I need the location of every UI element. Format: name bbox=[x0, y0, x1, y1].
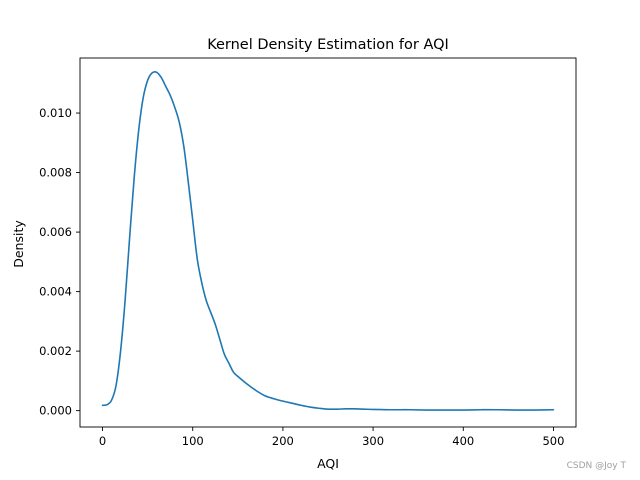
y-tick-label: 0.010 bbox=[39, 106, 72, 120]
y-axis-label: Density bbox=[11, 220, 26, 268]
x-tick-label: 400 bbox=[452, 434, 474, 448]
watermark: CSDN @Joy T bbox=[566, 461, 626, 471]
chart-title: Kernel Density Estimation for AQI bbox=[207, 37, 449, 53]
plot-area: 0 100 200 300 400 500 0.000 0.002 0.004 0.006 0.00… bbox=[39, 57, 577, 448]
density-line bbox=[101, 70, 555, 411]
x-tick-label: 0 bbox=[99, 434, 106, 448]
axes-frame bbox=[79, 57, 577, 428]
x-tick-label: 200 bbox=[272, 434, 294, 448]
y-tick-label: 0.000 bbox=[39, 404, 72, 418]
y-tick-label: 0.002 bbox=[39, 344, 72, 358]
x-axis-label: AQI bbox=[317, 456, 339, 471]
y-tick-label: 0.006 bbox=[39, 225, 72, 239]
y-tick-label: 0.008 bbox=[39, 166, 72, 180]
y-tick-label: 0.004 bbox=[39, 285, 72, 299]
x-tick-label: 500 bbox=[542, 434, 564, 448]
x-tick-label: 300 bbox=[362, 434, 384, 448]
x-tick-label: 100 bbox=[182, 434, 204, 448]
